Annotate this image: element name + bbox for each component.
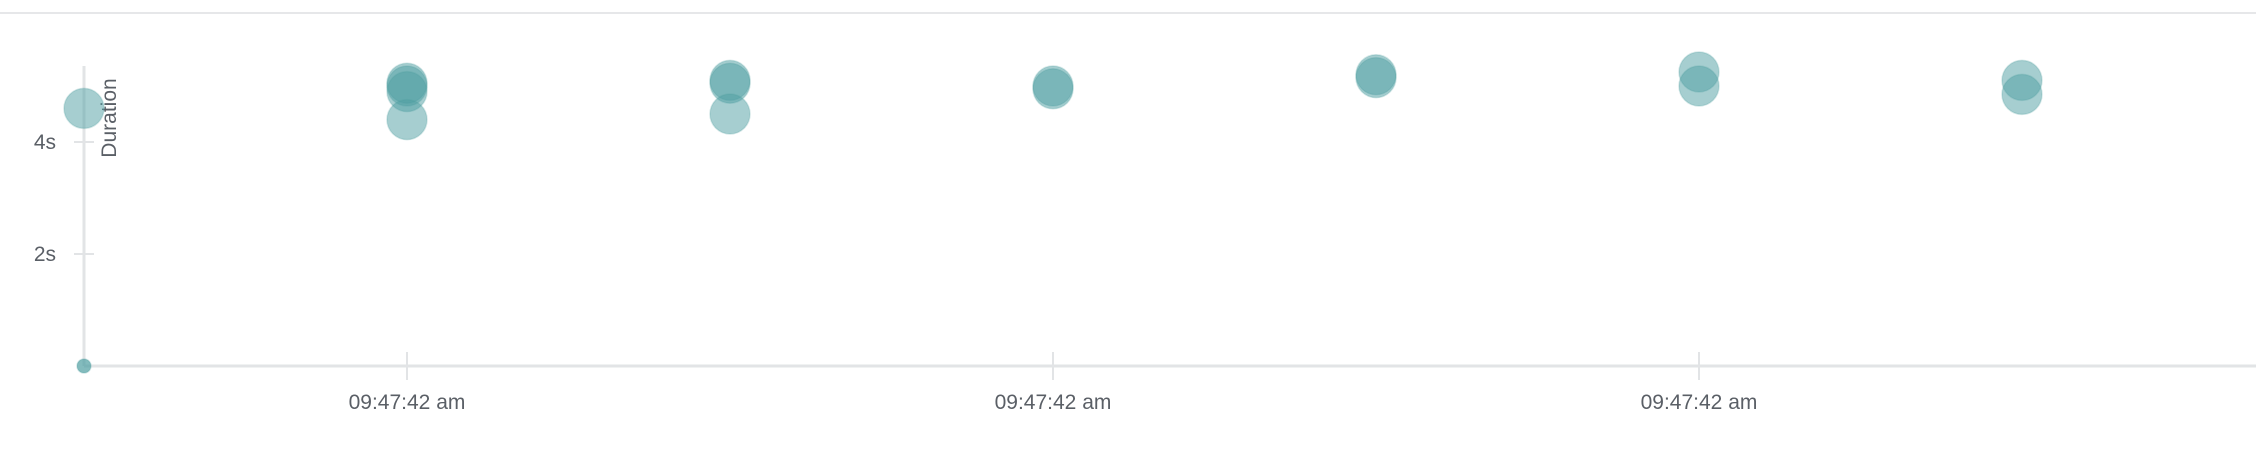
y-tick-label: 4s <box>34 131 56 154</box>
data-points <box>63 51 2043 374</box>
data-point[interactable] <box>1355 56 1397 99</box>
data-point[interactable] <box>709 93 751 135</box>
data-point[interactable] <box>386 98 428 141</box>
y-axis-title: Duration <box>98 78 121 157</box>
x-tick-label: 09:47:42 am <box>995 391 1112 414</box>
data-point[interactable] <box>1678 65 1720 107</box>
x-ticks: 09:47:42 am 09:47:42 am 09:47:42 am <box>349 352 1758 414</box>
data-point[interactable] <box>2001 73 2043 116</box>
x-tick-label: 09:47:42 am <box>349 391 466 414</box>
y-tick-label: 2s <box>34 243 56 266</box>
data-point[interactable] <box>76 358 92 374</box>
x-tick-label: 09:47:42 am <box>1641 391 1758 414</box>
data-point[interactable] <box>1032 68 1074 110</box>
y-ticks: 4s 2s <box>34 131 94 266</box>
data-point[interactable] <box>63 87 105 130</box>
